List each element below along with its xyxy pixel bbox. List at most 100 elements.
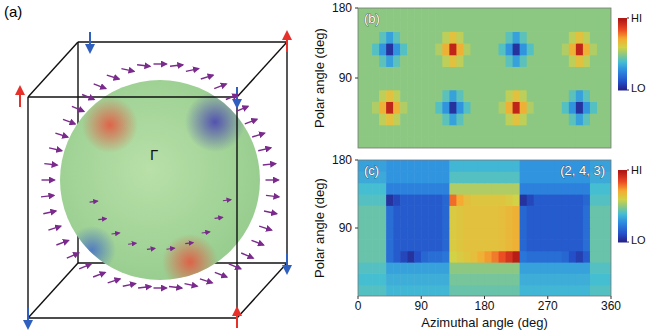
heat-cell [365,183,373,195]
sphere-blob [82,97,138,153]
heat-cell [555,31,563,43]
heat-cell [527,8,535,20]
heat-cell [400,262,408,274]
heat-cell [463,285,471,296]
heat-cell [541,285,549,296]
heat-cell [576,66,584,78]
heat-cell [470,217,478,229]
heat-cell [562,228,570,240]
sphere-blobs [68,92,245,290]
heat-cell [499,8,507,20]
heat-cell [506,101,514,113]
heat-cell [513,228,521,240]
heat-cell [393,205,401,217]
heat-cell [541,113,549,125]
heat-cell [541,160,549,172]
heat-cell [463,217,471,229]
heat-cell [513,194,521,206]
heat-cell [442,125,450,137]
heat-cell [562,101,570,113]
heat-cell [520,239,528,251]
heat-cell [393,273,401,285]
heat-cell [421,273,429,285]
heat-cell [477,78,485,90]
heat-cell [421,125,429,137]
heat-cell [604,55,611,67]
heat-cell [463,20,471,32]
heat-cell [477,228,485,240]
heat-cell [569,90,577,102]
heat-cell [583,66,591,78]
colorbar-segment [618,18,627,21]
heat-cell [527,160,535,172]
heat-cell [555,78,563,90]
heat-cell [379,171,387,183]
heat-cell [583,273,591,285]
heat-cell [548,8,556,20]
heat-cell [372,239,380,251]
heat-cell [492,125,500,137]
heat-cell [604,43,611,55]
heat-cell [590,20,598,32]
heat-cell [492,217,500,229]
heat-cell [463,160,471,172]
heat-cell [604,239,611,251]
heat-cell [562,194,570,206]
heat-cell [604,113,611,125]
heat-cell [576,90,584,102]
heat-cell [583,101,591,113]
heat-cell [597,205,605,217]
spin-arrow [236,308,238,328]
heat-cell [597,113,605,125]
heat-cell [435,228,443,240]
heat-cell [379,78,387,90]
sphere-blob [68,226,116,274]
heat-cell [365,66,373,78]
heat-cell [527,205,535,217]
heat-cell [379,183,387,195]
heat-cell [527,285,535,296]
heat-cell [393,125,401,137]
heat-cell [527,239,535,251]
heat-cell [428,183,436,195]
heat-cell [400,171,408,183]
field-arrow [241,253,253,258]
field-arrow [48,226,60,230]
heat-cell [463,43,471,55]
field-arrow [147,248,155,249]
heat-cell [534,43,542,55]
heat-cell [379,20,387,32]
heat-cell [365,205,373,217]
heat-cell [520,285,528,296]
heat-cell [358,136,366,148]
heat-cell [541,251,549,263]
heat-cell [435,160,443,172]
heat-cell [372,273,380,285]
heat-cell [435,43,443,55]
heat-cell [428,171,436,183]
heat-cell [442,43,450,55]
heat-cell [386,66,394,78]
heat-cell [534,101,542,113]
heat-cell [562,78,570,90]
heat-cell [435,194,443,206]
heat-cell [520,262,528,274]
heat-cell [485,125,493,137]
heat-cell [400,183,408,195]
heat-cell [548,183,556,195]
heat-cell [485,251,493,263]
heat-cell [583,113,591,125]
y-tick-label: 180 [332,153,352,167]
heat-cell [541,217,549,229]
heat-cell [485,273,493,285]
heat-cell [449,136,457,148]
heat-cell [463,262,471,274]
heat-cell [379,228,387,240]
heat-cell [477,90,485,102]
heat-cell [365,217,373,229]
heat-cell [456,90,464,102]
heat-cell [583,8,591,20]
heat-cell [604,78,611,90]
colorbar-tick [627,90,629,91]
heat-cell [513,285,521,296]
